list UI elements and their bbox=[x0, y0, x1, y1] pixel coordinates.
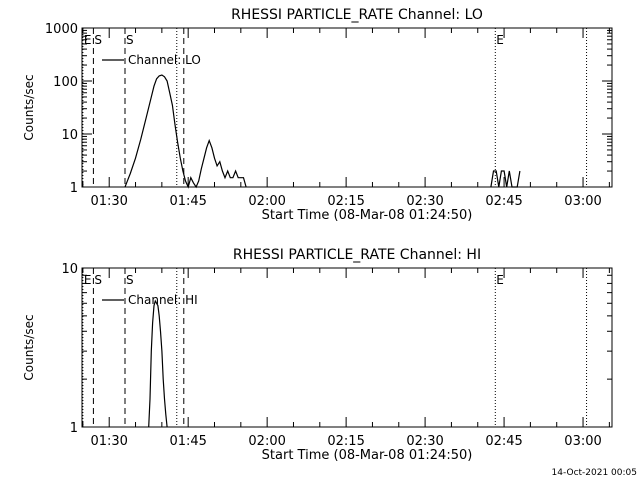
hi-channel-panel: RHESSI PARTICLE_RATE Channel: HI 01:30 01:… bbox=[22, 247, 613, 463]
annotation-label: S bbox=[126, 273, 134, 287]
annotation-label: E bbox=[496, 33, 504, 47]
plot-frame bbox=[81, 267, 613, 428]
x-tick-label: 02:30 bbox=[406, 434, 443, 449]
legend-label: Channel: HI bbox=[128, 293, 198, 307]
x-tick-label: 02:00 bbox=[248, 194, 285, 209]
annotation-label: S bbox=[94, 33, 102, 47]
x-tick-label: 01:45 bbox=[169, 194, 206, 209]
y-axis-label: Counts/sec bbox=[22, 74, 36, 140]
annotation-label: E bbox=[84, 273, 92, 287]
x-tick-label: 02:45 bbox=[485, 434, 522, 449]
annotation-label: E bbox=[84, 33, 92, 47]
chart-title: RHESSI PARTICLE_RATE Channel: LO bbox=[231, 7, 483, 23]
y-tick-label: 1 bbox=[70, 181, 78, 196]
x-tick-label: 01:30 bbox=[90, 194, 127, 209]
y-axis-label: Counts/sec bbox=[22, 314, 36, 380]
y-tick-label: 10 bbox=[61, 262, 78, 277]
x-tick-label: 02:15 bbox=[327, 434, 364, 449]
x-tick-label: 02:15 bbox=[327, 194, 364, 209]
chart-title: RHESSI PARTICLE_RATE Channel: HI bbox=[233, 247, 481, 263]
x-tick-label: 02:45 bbox=[485, 194, 522, 209]
series-line bbox=[148, 299, 168, 428]
y-tick-label: 1000 bbox=[45, 22, 78, 37]
lo-channel-panel: RHESSI PARTICLE_RATE Channel: LO 01:30 01:… bbox=[22, 7, 613, 223]
annotation-label: S bbox=[94, 273, 102, 287]
legend-label: Channel: LO bbox=[128, 53, 201, 67]
x-tick-label: 01:45 bbox=[169, 434, 206, 449]
y-tick-label: 100 bbox=[53, 75, 78, 90]
y-tick-label: 1 bbox=[70, 421, 78, 436]
plot-frame bbox=[81, 27, 613, 188]
annotation-label: E bbox=[496, 273, 504, 287]
x-tick-label: 02:00 bbox=[248, 434, 285, 449]
x-axis-label: Start Time (08-Mar-08 01:24:50) bbox=[262, 448, 473, 463]
x-axis-label: Start Time (08-Mar-08 01:24:50) bbox=[262, 208, 473, 223]
annotation-label: S bbox=[126, 33, 134, 47]
x-tick-label: 03:00 bbox=[564, 194, 601, 209]
y-tick-label: 10 bbox=[61, 128, 78, 143]
x-tick-label: 03:00 bbox=[564, 434, 601, 449]
series-line bbox=[490, 170, 521, 188]
series-line bbox=[124, 74, 247, 189]
x-tick-label: 02:30 bbox=[406, 194, 443, 209]
x-tick-label: 01:30 bbox=[90, 434, 127, 449]
timestamp: 14-Oct-2021 00:05 bbox=[552, 468, 637, 478]
